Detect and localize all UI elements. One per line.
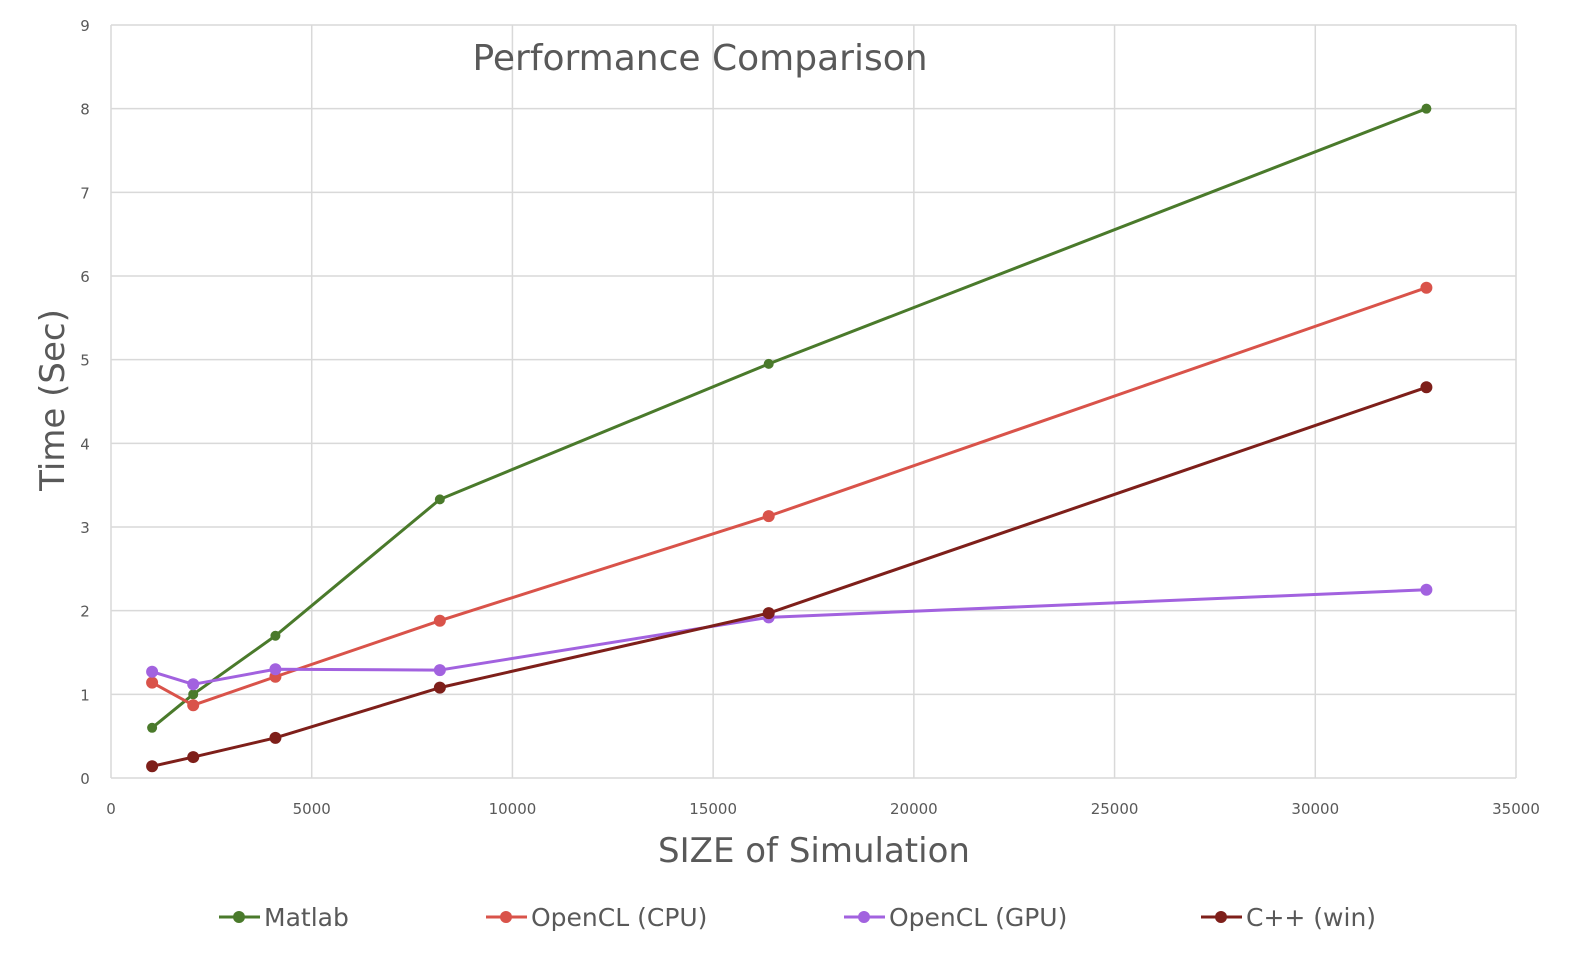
x-tick-label: 15000 [689, 800, 737, 818]
x-tick-label: 5000 [293, 800, 331, 818]
y-axis-title: Time (Sec) [33, 309, 73, 492]
y-tick-label: 4 [80, 435, 90, 453]
data-point [147, 722, 158, 733]
legend-item: OpenCL (CPU) [486, 903, 707, 932]
tick-layer: 0 5000 10000 15000 20000 25000 30000 35000 0 1 2 3 4… [80, 17, 1540, 818]
x-tick-label: 35000 [1492, 800, 1540, 818]
data-point [763, 358, 774, 369]
legend-label: Matlab [264, 903, 349, 932]
y-tick-label: 5 [80, 352, 90, 370]
data-point [433, 664, 446, 677]
legend-swatch-marker [858, 911, 870, 923]
legend: Matlab OpenCL (CPU) OpenCL (GPU) C++ (win) [219, 903, 1376, 932]
y-tick-label: 1 [80, 686, 90, 704]
y-tick-label: 2 [80, 603, 90, 621]
data-point [1420, 381, 1433, 394]
data-point [1420, 281, 1433, 294]
x-tick-label: 0 [106, 800, 116, 818]
legend-label: OpenCL (GPU) [889, 903, 1067, 932]
data-point [1420, 583, 1433, 596]
series-3 [146, 381, 1433, 773]
y-tick-label: 7 [80, 184, 90, 202]
y-tick-label: 6 [80, 268, 90, 286]
legend-swatch-marker [233, 911, 245, 923]
data-point [187, 699, 200, 712]
y-tick-label: 9 [80, 17, 90, 35]
series-2 [146, 583, 1433, 691]
data-point [762, 607, 775, 620]
x-tick-label: 30000 [1291, 800, 1339, 818]
y-tick-label: 8 [80, 101, 90, 119]
data-point [269, 663, 282, 676]
legend-item: OpenCL (GPU) [844, 903, 1067, 932]
data-point [146, 676, 159, 689]
legend-item: C++ (win) [1201, 903, 1376, 932]
data-point [433, 614, 446, 627]
data-point [762, 510, 775, 523]
y-tick-label: 3 [80, 519, 90, 537]
series-line [151, 107, 1427, 729]
series-line [151, 588, 1427, 686]
data-point [146, 760, 159, 773]
legend-label: C++ (win) [1246, 903, 1376, 932]
chart-title: Performance Comparison [472, 38, 927, 79]
series-0 [147, 103, 1432, 733]
series-line [151, 385, 1427, 768]
data-point [269, 731, 282, 744]
x-tick-label: 10000 [489, 800, 537, 818]
legend-swatch-marker [1215, 911, 1227, 923]
data-point [187, 678, 200, 691]
grid-layer [110, 24, 1517, 779]
x-axis-title: SIZE of Simulation [658, 831, 970, 871]
legend-label: OpenCL (CPU) [531, 903, 707, 932]
series-layer [146, 103, 1433, 773]
x-tick-label: 25000 [1091, 800, 1139, 818]
y-tick-label: 0 [80, 770, 90, 788]
data-point [1421, 103, 1432, 114]
series-line [151, 286, 1427, 707]
legend-swatch-marker [500, 911, 512, 923]
series-1 [146, 281, 1433, 712]
x-tick-label: 20000 [890, 800, 938, 818]
data-point [188, 689, 199, 700]
data-point [187, 751, 200, 764]
legend-item: Matlab [219, 903, 349, 932]
data-point [270, 630, 281, 641]
data-point [433, 681, 446, 694]
data-point [146, 665, 159, 678]
data-point [434, 494, 445, 505]
